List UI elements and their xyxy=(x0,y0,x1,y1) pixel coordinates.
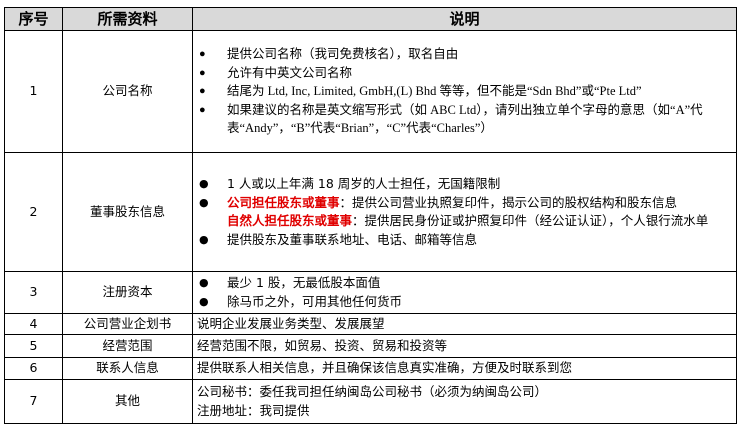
row-desc: 经营范围不限，如贸易、投资、贸易和投资等 xyxy=(192,334,737,358)
table-row: 1 公司名称 提供公司名称（我司免费核名），取名自由 允许有中英文公司名称 结尾… xyxy=(4,30,737,153)
header-item: 所需资料 xyxy=(62,7,193,31)
table-row: 7 其他 公司秘书：委任我司担任纳闽岛公司秘书（必须为纳闽岛公司） 注册地址：我… xyxy=(4,379,737,424)
header-desc: 说明 xyxy=(192,7,737,31)
list-item: 如果建议的名称是英文缩写形式（如 ABC Ltd），请列出独立单个字母的意思（如… xyxy=(197,101,732,138)
highlight-label: 公司担任股东或董事 xyxy=(227,194,340,210)
table-row: 5 经营范围 经营范围不限，如贸易、投资、贸易和投资等 xyxy=(4,334,737,358)
row-desc: 提供联系人相关信息，并且确保该信息真实准确，方便及时联系到您 xyxy=(192,357,737,380)
header-row: 序号 所需资料 说明 xyxy=(4,7,737,31)
row-no: 2 xyxy=(4,152,63,272)
row-desc: 最少 1 股，无最低股本面值 除马币之外，可用其他任何货币 xyxy=(192,271,737,314)
desc-line: 公司秘书：委任我司担任纳闽岛公司秘书（必须为纳闽岛公司） xyxy=(197,384,548,399)
requirements-table: 序号 所需资料 说明 1 公司名称 提供公司名称（我司免费核名），取名自由 允许… xyxy=(4,7,737,424)
row-no: 1 xyxy=(4,30,63,153)
list-text: ：提供公司营业执照复印件，揭示公司的股权结构和股东信息 xyxy=(339,194,678,210)
table-row: 2 董事股东信息 1 人或以上年满 18 周岁的人士担任，无国籍限制 公司担任股… xyxy=(4,152,737,272)
list-item: 公司担任股东或董事：提供公司营业执照复印件，揭示公司的股权结构和股东信息 xyxy=(197,194,732,213)
header-no: 序号 xyxy=(4,7,63,31)
list-item: 最少 1 股，无最低股本面值 xyxy=(197,274,732,293)
row-item: 公司名称 xyxy=(62,30,193,153)
table-row: 3 注册资本 最少 1 股，无最低股本面值 除马币之外，可用其他任何货币 xyxy=(4,271,737,314)
list-text: ：提供居民身份证或护照复印件（经公证认证），个人银行流水单 xyxy=(352,213,709,228)
row-item: 经营范围 xyxy=(62,334,193,358)
row-item: 其他 xyxy=(62,379,193,424)
list-item: 结尾为 Ltd, Inc, Limited, GmbH,(L) Bhd 等等，但… xyxy=(197,82,732,101)
row-item: 注册资本 xyxy=(62,271,193,314)
list-item: 提供股东及董事联系地址、电话、邮箱等信息 xyxy=(197,231,732,250)
list-item: 自然人担任股东或董事：提供居民身份证或护照复印件（经公证认证），个人银行流水单 xyxy=(197,212,732,231)
highlight-label: 自然人担任股东或董事 xyxy=(227,213,353,228)
table-row: 6 联系人信息 提供联系人相关信息，并且确保该信息真实准确，方便及时联系到您 xyxy=(4,357,737,380)
row-item: 公司营业企划书 xyxy=(62,313,193,335)
list-item: 1 人或以上年满 18 周岁的人士担任，无国籍限制 xyxy=(197,175,732,194)
row-no: 7 xyxy=(4,379,63,424)
list-item: 除马币之外，可用其他任何货币 xyxy=(197,293,732,312)
row-no: 4 xyxy=(4,313,63,335)
desc-line: 注册地址：我司提供 xyxy=(197,402,310,418)
row-no: 5 xyxy=(4,334,63,358)
table-row: 4 公司营业企划书 说明企业发展业务类型、发展展望 xyxy=(4,313,737,335)
list-item: 允许有中英文公司名称 xyxy=(197,64,732,83)
row-desc: 1 人或以上年满 18 周岁的人士担任，无国籍限制 公司担任股东或董事：提供公司… xyxy=(192,152,737,272)
row-no: 6 xyxy=(4,357,63,380)
row-no: 3 xyxy=(4,271,63,314)
row-item: 董事股东信息 xyxy=(62,152,193,272)
row-desc: 提供公司名称（我司免费核名），取名自由 允许有中英文公司名称 结尾为 Ltd, … xyxy=(192,30,737,153)
row-desc: 说明企业发展业务类型、发展展望 xyxy=(192,313,737,335)
list-item: 提供公司名称（我司免费核名），取名自由 xyxy=(197,45,732,64)
row-desc: 公司秘书：委任我司担任纳闽岛公司秘书（必须为纳闽岛公司） 注册地址：我司提供 xyxy=(192,379,737,424)
row-item: 联系人信息 xyxy=(62,357,193,380)
